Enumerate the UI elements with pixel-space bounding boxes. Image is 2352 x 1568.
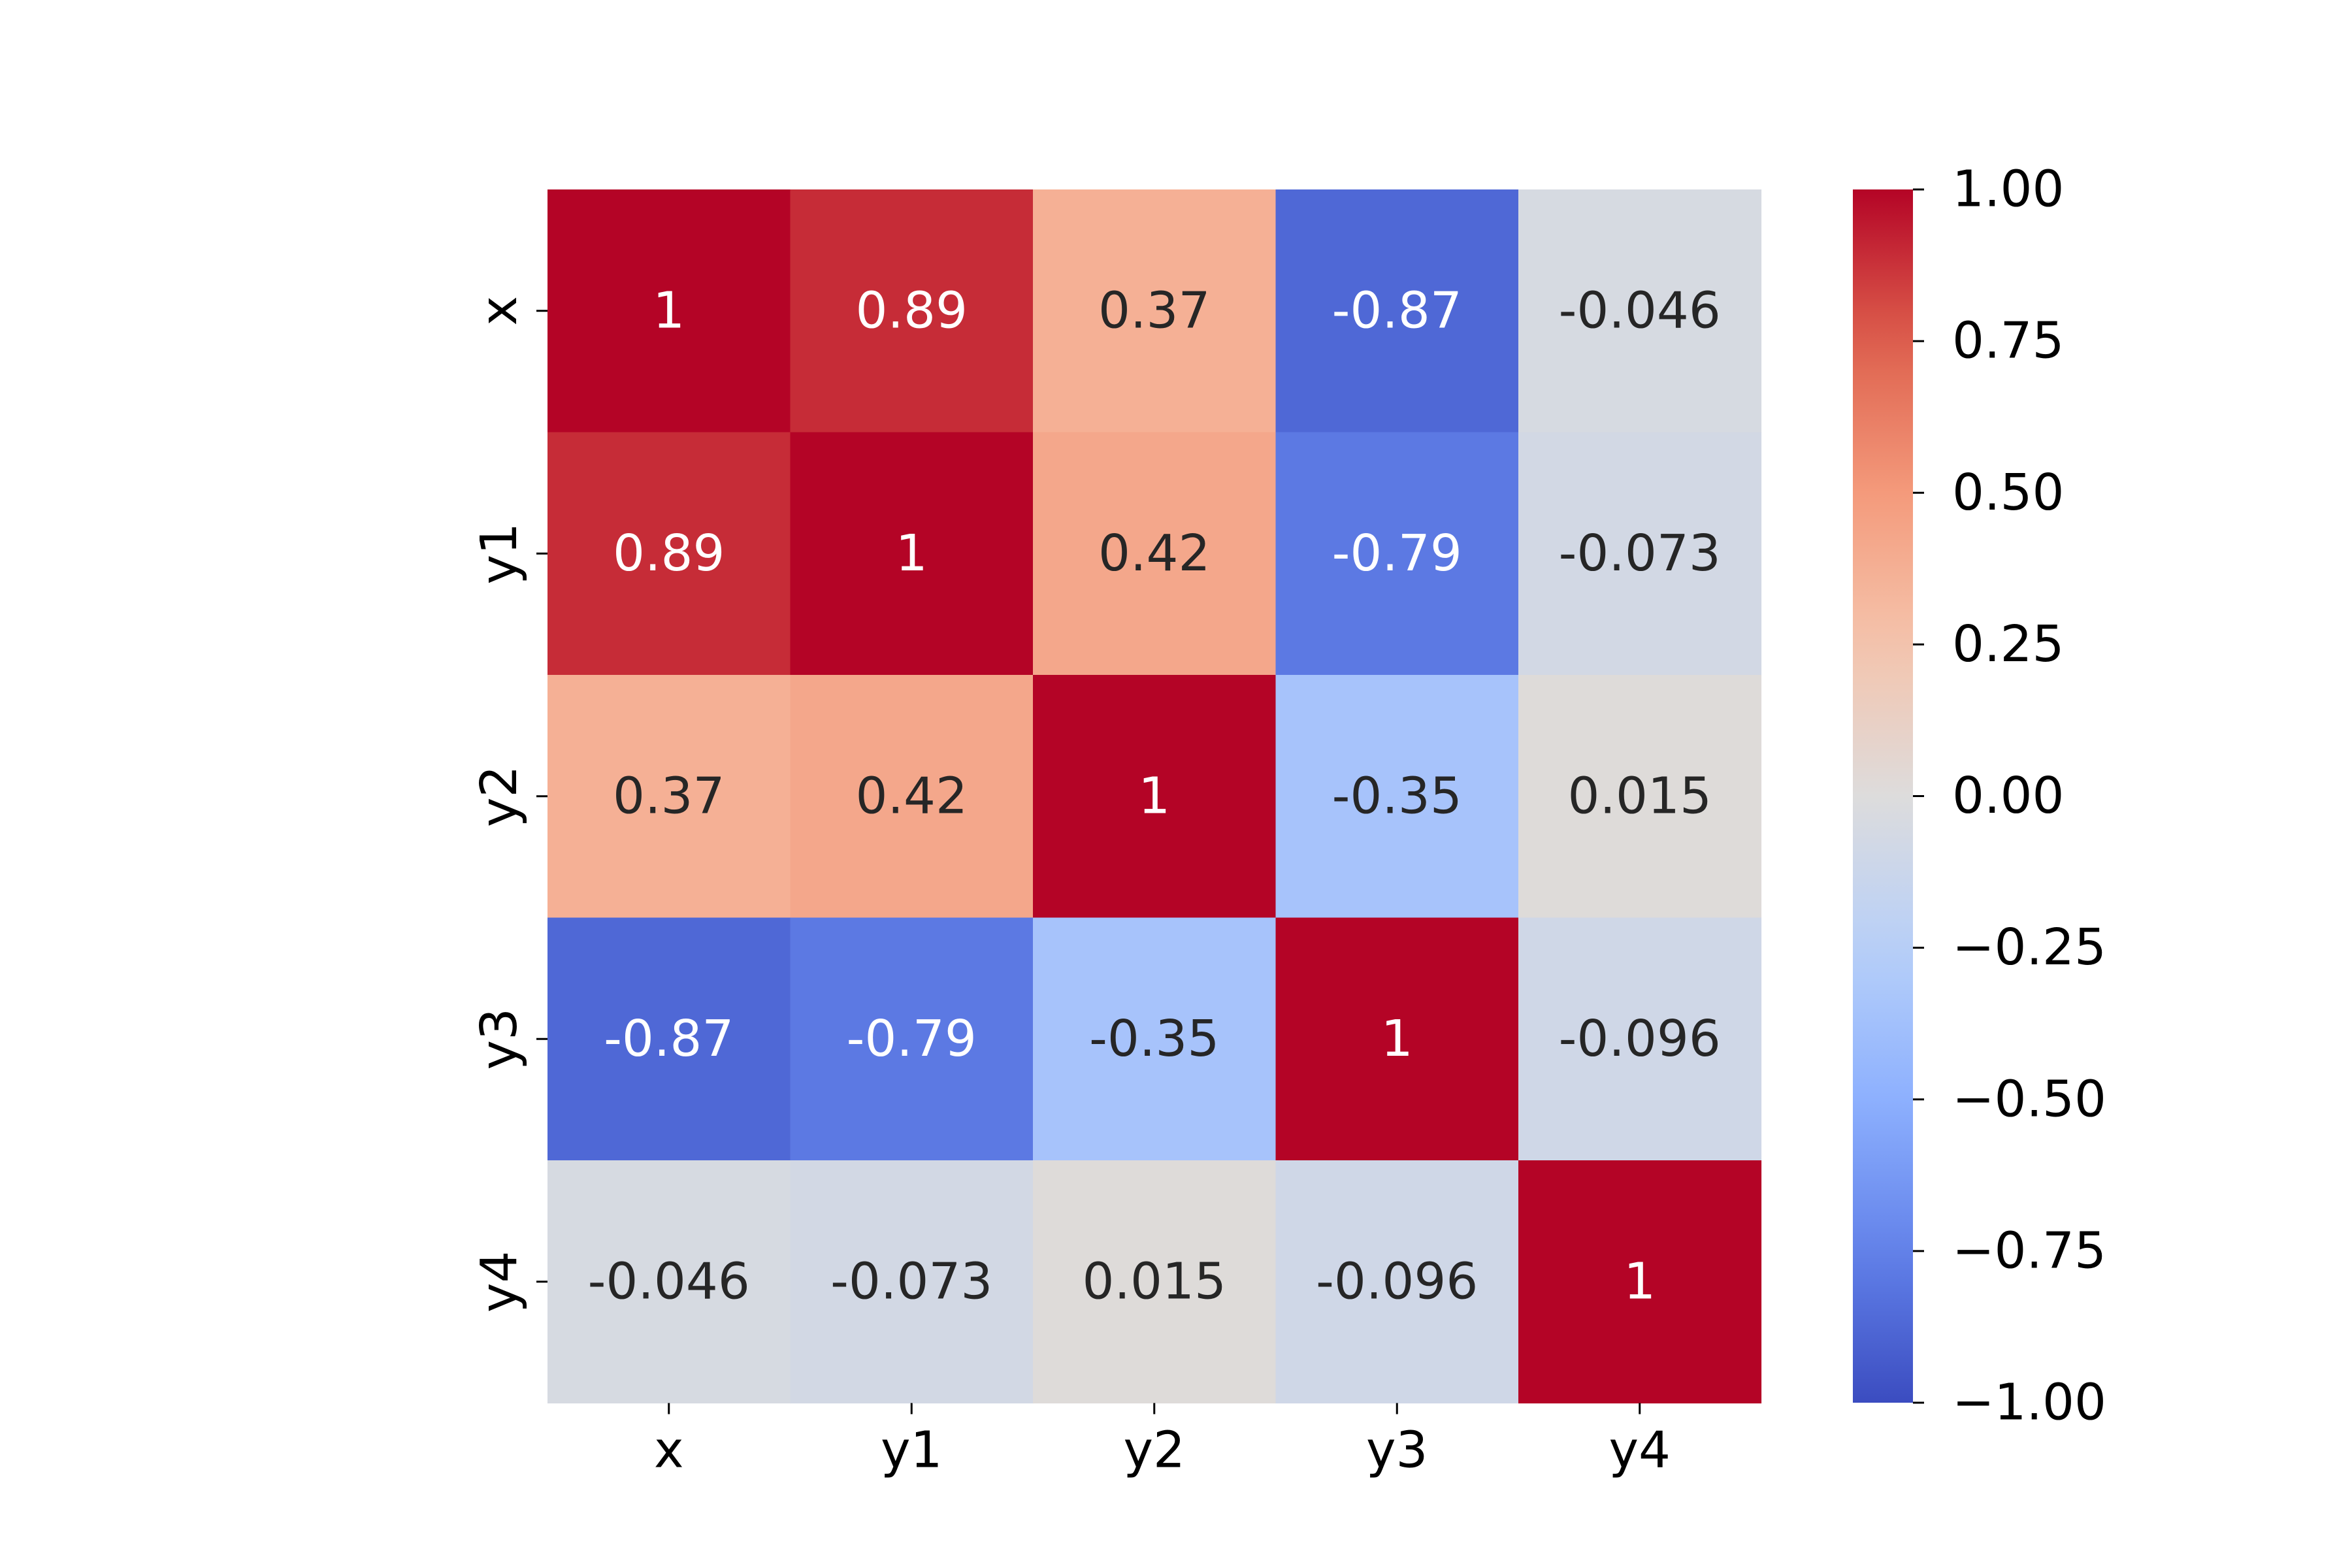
cell-value-label: -0.046 bbox=[588, 1252, 750, 1311]
heatmap-cell-y3-y3 bbox=[1275, 917, 1519, 1161]
x-tick-label-x: x bbox=[654, 1422, 684, 1480]
colorbar-tick-label: 0.50 bbox=[1952, 464, 2064, 522]
cell-value-label: 1 bbox=[1381, 1010, 1413, 1068]
heatmap-cell-y2-x bbox=[547, 675, 791, 919]
heatmap-cell-labels: 1 0.89 0.37 -0.87 -0.046 0.89 1 0.42 -0.79 -0.073… bbox=[588, 282, 1721, 1311]
heatmap-cell-y4-y4 bbox=[1518, 1160, 1762, 1404]
heatmap-cell-y4-x bbox=[547, 1160, 791, 1404]
cell-value-label: -0.073 bbox=[1559, 525, 1721, 583]
cell-value-label: 0.42 bbox=[1098, 525, 1210, 583]
heatmap-cell-y1-y2 bbox=[1033, 432, 1277, 676]
heatmap-cell-x-x bbox=[547, 189, 791, 433]
colorbar-gradient bbox=[1853, 189, 1913, 1403]
cell-value-label: 0.37 bbox=[1098, 282, 1210, 340]
heatmap-cell-y3-y4 bbox=[1518, 917, 1762, 1161]
x-axis: x y1 y2 y3 y4 bbox=[654, 1403, 1671, 1480]
heatmap-cell-y1-y4 bbox=[1518, 432, 1762, 676]
colorbar-tick-label: 0.75 bbox=[1952, 312, 2064, 370]
colorbar-tick-label: −0.25 bbox=[1952, 919, 2106, 977]
y-tick-label-x: x bbox=[470, 296, 529, 326]
heatmap-cell-x-y2 bbox=[1033, 189, 1277, 433]
heatmap-cell-x-y1 bbox=[790, 189, 1034, 433]
heatmap-cell-x-y3 bbox=[1275, 189, 1519, 433]
heatmap-cell-y1-y3 bbox=[1275, 432, 1519, 676]
cell-value-label: 0.37 bbox=[613, 767, 725, 825]
y-tick-label-y4: y4 bbox=[470, 1250, 529, 1313]
x-tick-label-y1: y1 bbox=[881, 1422, 943, 1480]
colorbar-tick-label: 0.00 bbox=[1952, 767, 2064, 825]
y-axis: x y1 y2 y3 y4 bbox=[470, 296, 547, 1313]
x-tick-label-y2: y2 bbox=[1123, 1422, 1185, 1480]
cell-value-label: -0.096 bbox=[1559, 1010, 1721, 1068]
cell-value-label: 0.89 bbox=[613, 525, 725, 583]
y-tick-label-y1: y1 bbox=[470, 523, 529, 585]
heatmap-cell-y2-y1 bbox=[790, 675, 1034, 919]
cell-value-label: 1 bbox=[1624, 1252, 1656, 1311]
cell-value-label: -0.79 bbox=[1332, 525, 1462, 583]
heatmap-cell-x-y4 bbox=[1518, 189, 1762, 433]
heatmap-cell-y3-y2 bbox=[1033, 917, 1277, 1161]
heatmap-cell-y2-y3 bbox=[1275, 675, 1519, 919]
x-tick-label-y4: y4 bbox=[1609, 1422, 1671, 1480]
cell-value-label: -0.073 bbox=[830, 1252, 992, 1311]
heatmap-cells bbox=[547, 189, 1762, 1404]
y-tick-label-y2: y2 bbox=[470, 765, 529, 827]
heatmap-cell-y1-y1 bbox=[790, 432, 1034, 676]
cell-value-label: -0.87 bbox=[1332, 282, 1462, 340]
heatmap-cell-y4-y3 bbox=[1275, 1160, 1519, 1404]
heatmap-cell-y4-y1 bbox=[790, 1160, 1034, 1404]
heatmap-cell-y2-y2 bbox=[1033, 675, 1277, 919]
cell-value-label: 0.89 bbox=[856, 282, 968, 340]
colorbar: 1.00 0.75 0.50 0.25 0.00 −0.25 −0.50 −0.75 −1.00 bbox=[1853, 161, 2106, 1432]
cell-value-label: 0.015 bbox=[1568, 767, 1712, 825]
cell-value-label: -0.096 bbox=[1316, 1252, 1478, 1311]
cell-value-label: -0.35 bbox=[1089, 1010, 1219, 1068]
cell-value-label: 1 bbox=[896, 525, 928, 583]
cell-value-label: 1 bbox=[1138, 767, 1170, 825]
y-tick-label-y3: y3 bbox=[470, 1008, 529, 1070]
colorbar-tick-label: 1.00 bbox=[1952, 161, 2064, 219]
colorbar-tick-label: 0.25 bbox=[1952, 615, 2064, 674]
heatmap-cell-y3-y1 bbox=[790, 917, 1034, 1161]
cell-value-label: -0.35 bbox=[1332, 767, 1462, 825]
cell-value-label: 0.42 bbox=[856, 767, 968, 825]
heatmap-cell-y1-x bbox=[547, 432, 791, 676]
cell-value-label: 0.015 bbox=[1083, 1252, 1226, 1311]
cell-value-label: -0.87 bbox=[604, 1010, 734, 1068]
colorbar-tick-label: −1.00 bbox=[1952, 1374, 2106, 1432]
cell-value-label: -0.79 bbox=[847, 1010, 977, 1068]
cell-value-label: -0.046 bbox=[1559, 282, 1721, 340]
heatmap-cell-y4-y2 bbox=[1033, 1160, 1277, 1404]
heatmap-cell-y2-y4 bbox=[1518, 675, 1762, 919]
colorbar-tick-label: −0.50 bbox=[1952, 1070, 2106, 1128]
heatmap-cell-y3-x bbox=[547, 917, 791, 1161]
cell-value-label: 1 bbox=[653, 282, 685, 340]
colorbar-tick-label: −0.75 bbox=[1952, 1222, 2106, 1280]
x-tick-label-y3: y3 bbox=[1366, 1422, 1428, 1480]
